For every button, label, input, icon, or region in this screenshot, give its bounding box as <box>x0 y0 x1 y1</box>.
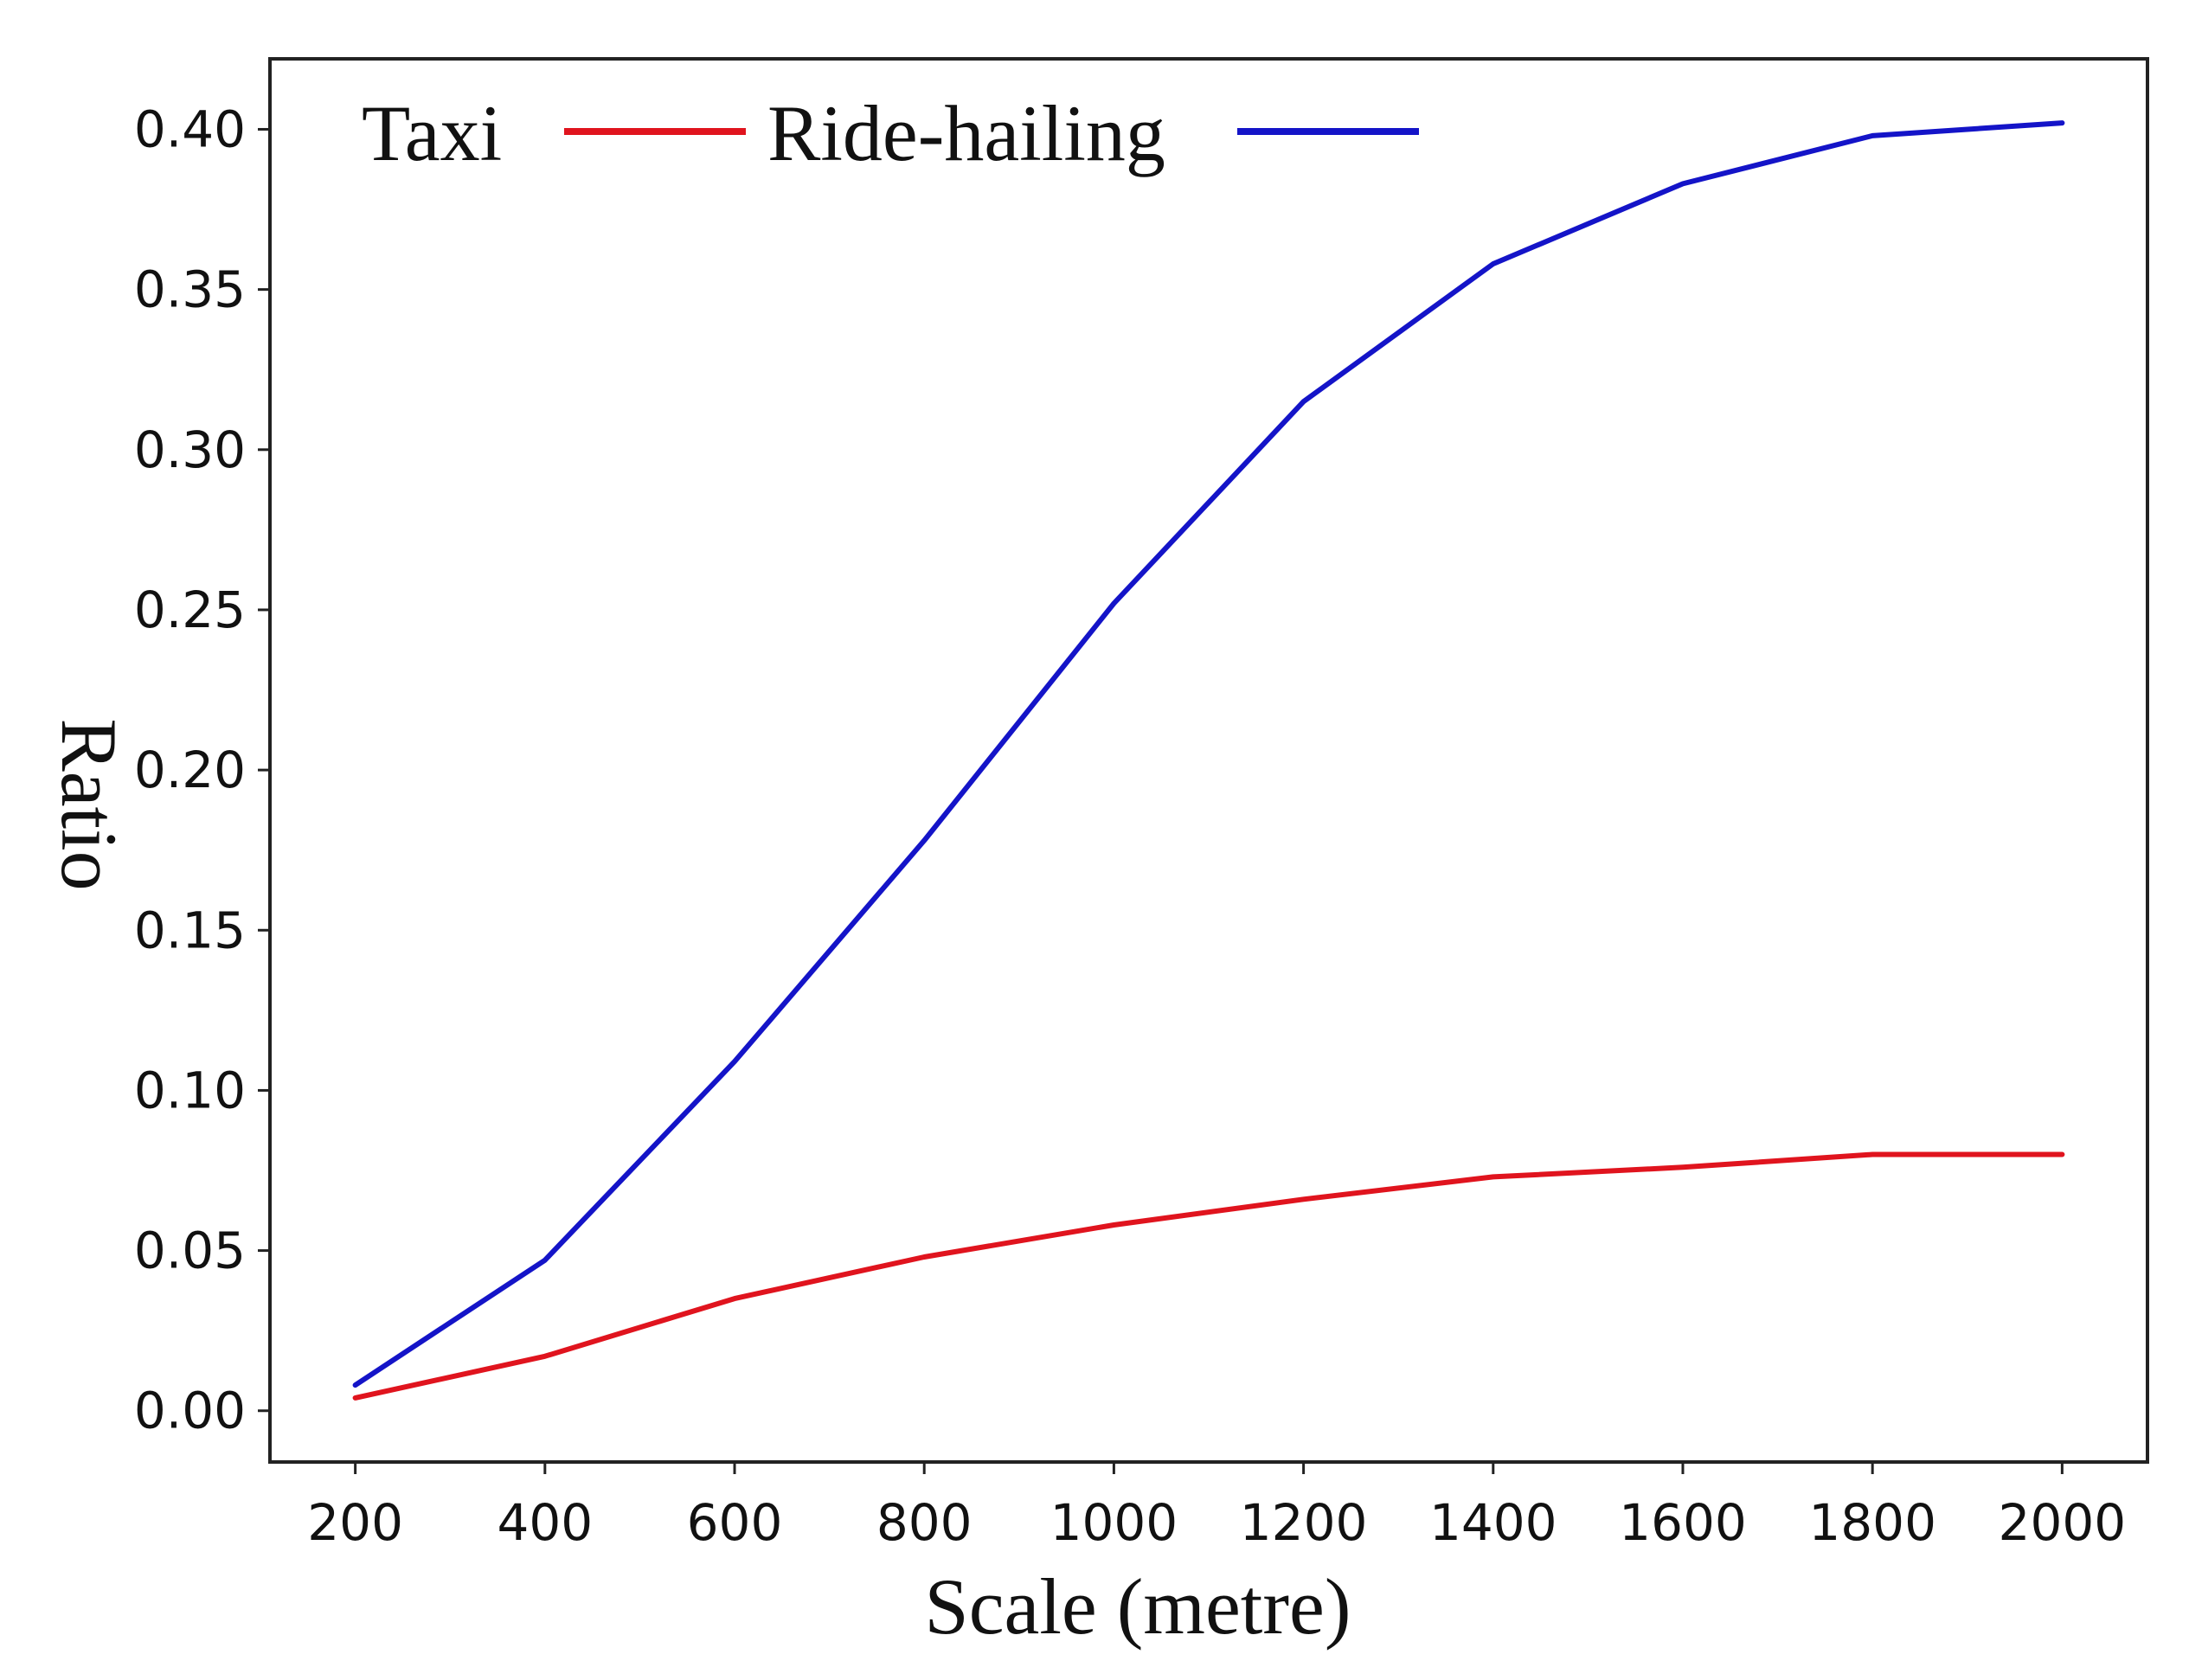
x-tick-label: 1800 <box>1808 1493 1936 1552</box>
plot-frame <box>268 57 2149 1464</box>
x-tick-label: 1600 <box>1619 1493 1747 1552</box>
legend-label-ride-hailing: Ride-hailing <box>767 89 1165 177</box>
x-tick-label: 1000 <box>1050 1493 1178 1552</box>
y-tick-label: 0.15 <box>134 901 246 959</box>
legend-label-taxi: Taxi <box>362 89 502 177</box>
x-tick-label: 800 <box>876 1493 973 1552</box>
series-layer <box>352 120 2065 1401</box>
y-tick-label: 0.30 <box>134 420 246 479</box>
series-line-ride-hailing <box>352 120 2065 1388</box>
x-tick-label: 1200 <box>1240 1493 1368 1552</box>
legend: Taxi Ride-hailing <box>362 89 1419 177</box>
y-tick-label: 0.10 <box>134 1061 246 1119</box>
y-tick-label: 0.20 <box>134 741 246 799</box>
ticks-layer: 200 400 600 800 1000 1200 1400 1600 1800 2000 0.00… <box>134 99 2126 1552</box>
x-tick-label: 200 <box>307 1493 403 1552</box>
x-tick-label: 400 <box>497 1493 593 1552</box>
y-tick-label: 0.35 <box>134 260 246 319</box>
y-tick-label: 0.40 <box>134 99 246 158</box>
x-axis-title: Scale (metre) <box>925 1562 1351 1651</box>
y-tick-label: 0.00 <box>134 1382 246 1440</box>
x-tick-label: 1400 <box>1429 1493 1557 1552</box>
y-tick-label: 0.05 <box>134 1222 246 1280</box>
y-axis-title: Ratio <box>45 718 133 890</box>
x-tick-label: 2000 <box>1999 1493 2127 1552</box>
x-tick-label: 600 <box>687 1493 783 1552</box>
y-tick-label: 0.25 <box>134 580 246 639</box>
series-line-taxi <box>352 1151 2065 1401</box>
